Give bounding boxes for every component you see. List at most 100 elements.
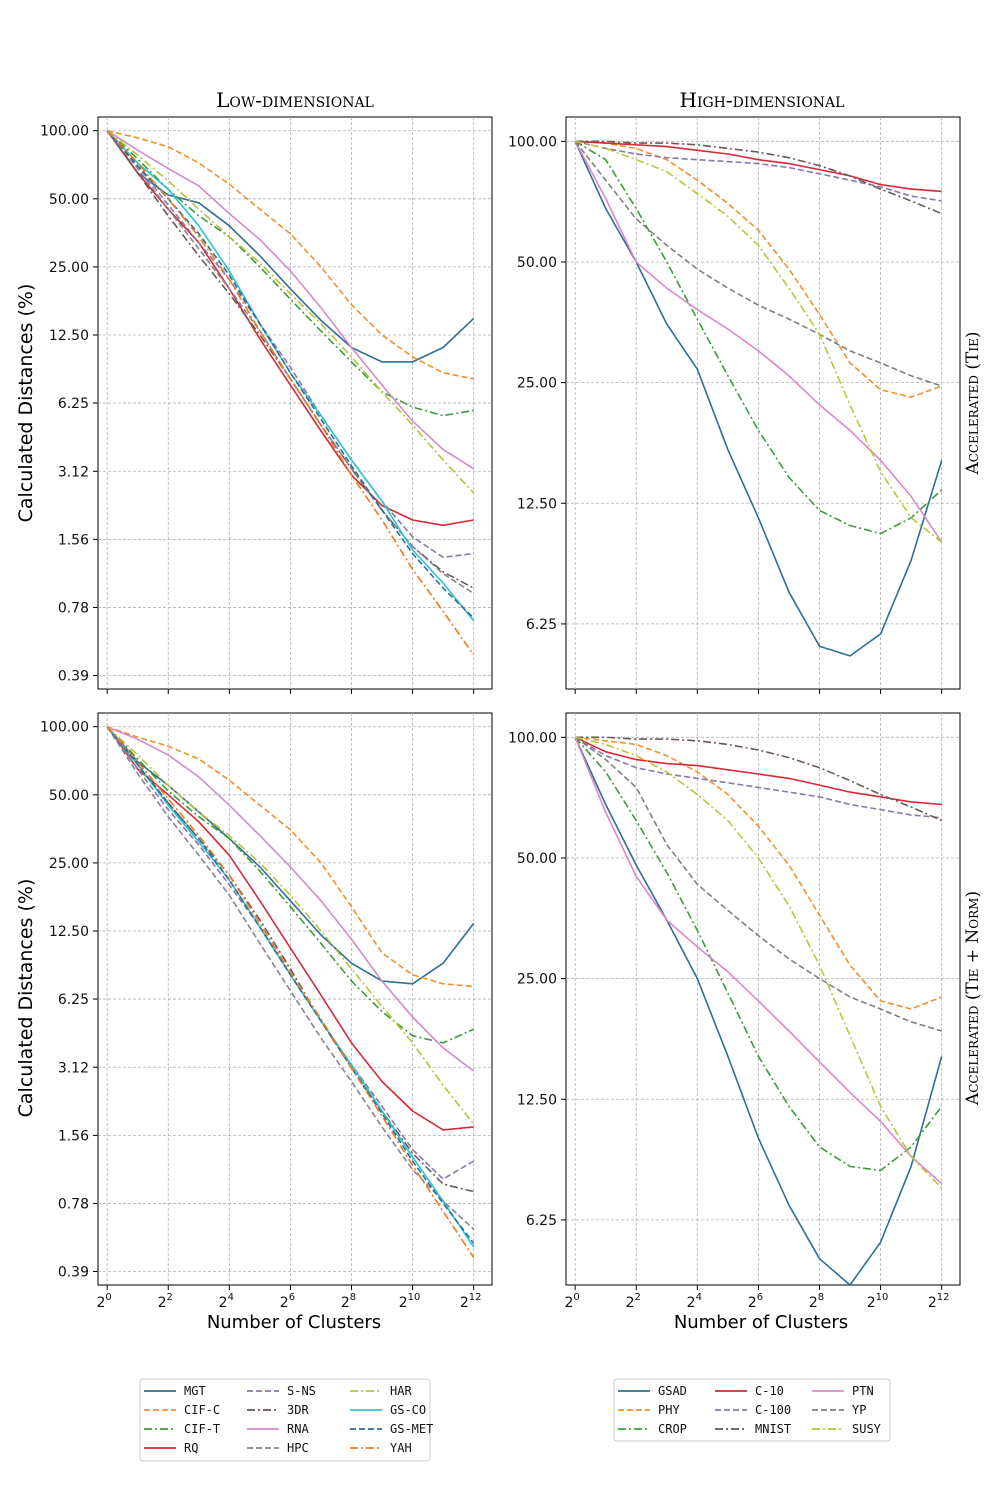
col-title-high: High-dimensional xyxy=(680,88,845,112)
series-gs-met xyxy=(106,726,475,1244)
series-har xyxy=(106,726,475,1125)
series-yp xyxy=(574,140,942,387)
x-tick-label: 210 xyxy=(867,1292,889,1311)
y-tick-label: 0.39 xyxy=(58,1265,89,1281)
series-s-ns xyxy=(106,130,474,559)
y-tick-label: 50.00 xyxy=(49,192,89,208)
legend-label-gsad: GSAD xyxy=(658,1384,687,1398)
series-phy xyxy=(575,140,942,398)
legend-label-gs-met: GS-MET xyxy=(390,1422,433,1436)
legend-label-phy: PHY xyxy=(658,1403,680,1417)
xlabel-left: Number of Clusters xyxy=(207,1312,381,1333)
legend-label-yp: YP xyxy=(852,1403,866,1417)
series-mgt xyxy=(106,130,475,363)
y-tick-label: 6.25 xyxy=(58,396,89,412)
y-tick-label: 25.00 xyxy=(517,376,557,392)
row-title-tie-norm: Accelerated (Tie + Norm) xyxy=(963,891,983,1106)
series-cif-t xyxy=(106,726,475,1044)
y-tick-label: 6.25 xyxy=(526,1213,557,1229)
x-tick-label: 24 xyxy=(687,1292,702,1311)
y-tick-label: 6.25 xyxy=(526,617,557,633)
series-mnist xyxy=(575,140,943,215)
legend-label-hpc: HPC xyxy=(287,1441,309,1455)
series-cif-c xyxy=(107,129,474,380)
y-tick-label: 100.00 xyxy=(40,720,89,736)
row-title-tie: Accelerated (Tie) xyxy=(963,331,983,475)
y-tick-label: 12.50 xyxy=(517,496,557,512)
x-tick-label: 28 xyxy=(341,1292,356,1311)
y-tick-label: 50.00 xyxy=(49,788,89,804)
y-tick-label: 3.12 xyxy=(58,464,89,480)
legend-label-3dr: 3DR xyxy=(287,1403,309,1417)
legend-label-c-10: C-10 xyxy=(755,1384,784,1398)
series-group xyxy=(106,129,475,656)
x-tick-label: 26 xyxy=(748,1292,763,1311)
plot-frame xyxy=(565,712,961,1286)
series-yp xyxy=(574,736,942,1032)
legend-label-yah: YAH xyxy=(390,1441,412,1455)
series-yah xyxy=(106,726,475,1258)
series-group xyxy=(574,736,943,1285)
x-tick-label: 20 xyxy=(565,1292,580,1311)
series-susy xyxy=(575,736,943,1189)
series-ptn xyxy=(574,736,943,1185)
series-ptn xyxy=(574,140,943,543)
x-tick-label: 210 xyxy=(399,1292,421,1311)
chart-panel-1: 6.25 12.50 25.00 50.00 100.00 xyxy=(508,116,961,694)
legend-label-cif-c: CIF-C xyxy=(184,1403,220,1417)
legend-frame xyxy=(613,1378,891,1442)
legend-label-rq: RQ xyxy=(184,1441,198,1455)
series-rq xyxy=(106,726,474,1131)
series-c-100 xyxy=(574,736,942,819)
ylabel-top: Calculated Distances (%) xyxy=(15,284,37,523)
series-c-10 xyxy=(575,140,942,193)
y-tick-label: 1.56 xyxy=(58,532,89,548)
chart-panel-0: 0.39 0.78 1.56 3.12 6.25 12.50 25.00 50.00 100.0… xyxy=(40,116,493,694)
legend-1: GSAD PHY CROP C-10 C-100 MNIST PTN YP SUSY xyxy=(613,1378,891,1442)
x-tick-label: 24 xyxy=(219,1292,234,1311)
y-tick-label: 25.00 xyxy=(517,972,557,988)
series-group xyxy=(106,725,475,1258)
y-tick-label: 12.50 xyxy=(49,924,89,940)
legend-label-cif-t: CIF-T xyxy=(184,1422,220,1436)
y-tick-label: 50.00 xyxy=(517,851,557,867)
series-crop xyxy=(574,140,943,535)
series-c-100 xyxy=(575,140,942,202)
x-tick-label: 212 xyxy=(460,1292,482,1311)
series-crop xyxy=(574,736,943,1172)
col-title-low: Low-dimensional xyxy=(216,88,374,112)
series-gs-co xyxy=(106,130,475,622)
series-phy xyxy=(575,736,942,1010)
series-har xyxy=(106,130,475,494)
y-tick-label: 0.39 xyxy=(58,669,89,685)
series-3dr xyxy=(106,726,474,1193)
legend-label-rna: RNA xyxy=(287,1422,309,1436)
y-tick-label: 6.25 xyxy=(58,992,89,1008)
series-susy xyxy=(575,140,943,543)
legend-label-crop: CROP xyxy=(658,1422,687,1436)
x-tick-label: 28 xyxy=(809,1292,824,1311)
chart-panel-2: 20 22 24 26 28 210 212 0.39 0.78 1.56 3.12 6.25 12.5… xyxy=(40,712,493,1311)
legend-label-s-ns: S-NS xyxy=(287,1384,316,1398)
legend-label-ptn: PTN xyxy=(852,1384,874,1398)
y-tick-label: 3.12 xyxy=(58,1060,89,1076)
plot-frame xyxy=(565,116,961,690)
series-c-10 xyxy=(574,736,942,806)
series-rna xyxy=(106,725,475,1072)
y-tick-label: 12.50 xyxy=(517,1092,557,1108)
series-hpc xyxy=(106,726,475,1230)
legend-label-gs-co: GS-CO xyxy=(390,1403,426,1417)
x-tick-label: 26 xyxy=(280,1292,295,1311)
x-tick-label: 20 xyxy=(97,1292,112,1311)
y-tick-label: 50.00 xyxy=(517,255,557,271)
series-yah xyxy=(106,130,475,656)
y-tick-label: 100.00 xyxy=(508,730,557,746)
x-tick-label: 22 xyxy=(626,1292,641,1311)
y-tick-label: 0.78 xyxy=(58,1196,89,1212)
legend-label-c-100: C-100 xyxy=(755,1403,791,1417)
chart-panel-3: 20 22 24 26 28 210 212 6.25 12.50 25.00 50.00 100.0… xyxy=(508,712,961,1311)
series-rna xyxy=(106,130,475,470)
y-tick-label: 1.56 xyxy=(58,1128,89,1144)
series-cif-c xyxy=(106,725,474,988)
